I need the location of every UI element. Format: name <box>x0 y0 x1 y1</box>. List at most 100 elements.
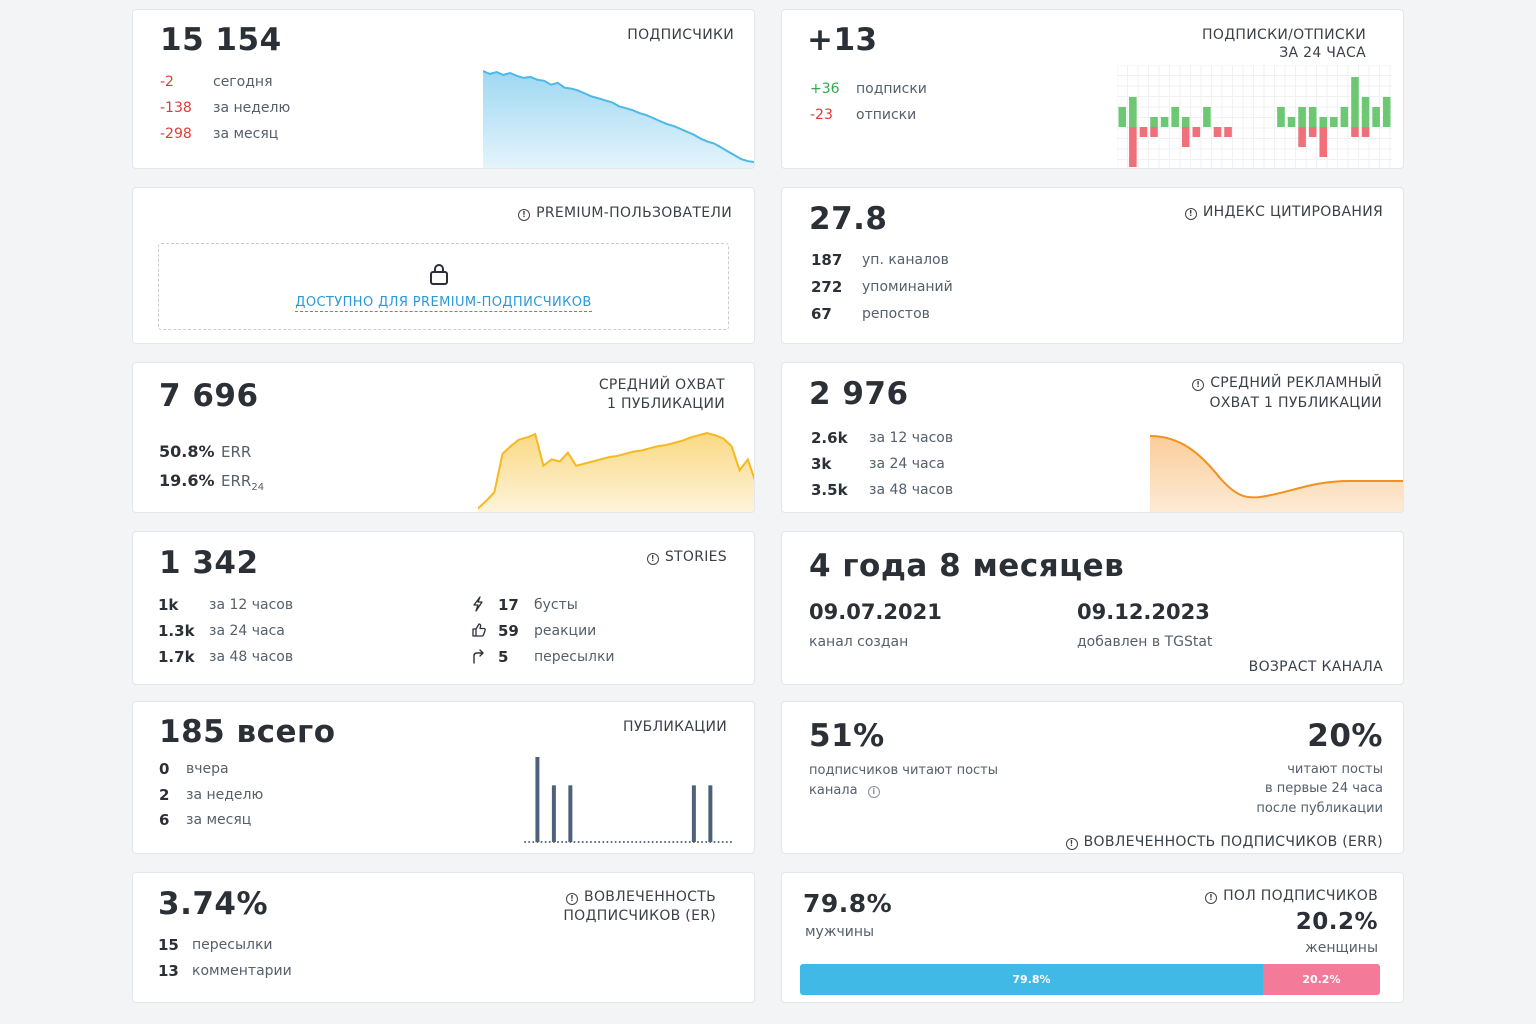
er-forwards-value: 15 <box>158 936 179 954</box>
publications-bar-chart[interactable] <box>523 752 733 847</box>
gender-bar[interactable]: 79.8% 20.2% <box>800 964 1380 995</box>
err-left-line2-text: канала <box>809 783 858 798</box>
gender-title-text: ПОЛ ПОДПИСЧИКОВ <box>1223 888 1378 904</box>
info-icon[interactable]: i <box>867 786 880 798</box>
subscribers-week-label: за неделю <box>213 100 291 116</box>
subs-unsubs-bar-chart[interactable] <box>1117 65 1392 169</box>
publications-dot <box>528 841 531 843</box>
gender-female-label: женщины <box>1305 940 1378 956</box>
info-icon[interactable]: ! <box>518 209 531 221</box>
unsubs-label: отписки <box>856 107 917 123</box>
avg-reach-card[interactable]: 7 696 СРЕДНИЙ ОХВАТ 1 ПУБЛИКАЦИИ 50.8% E… <box>132 362 755 513</box>
subs-value: +36 <box>810 81 840 97</box>
avg-reach-value: 7 696 <box>159 378 259 414</box>
subs-bar <box>1308 107 1317 127</box>
err-left-line2: канала i <box>809 783 886 798</box>
err-value: 50.8% <box>159 442 215 461</box>
citation-card[interactable]: 27.8 ! ИНДЕКС ЦИТИРОВАНИЯ 187 уп. каналов… <box>781 187 1404 344</box>
publications-dot <box>684 841 687 843</box>
publications-dot <box>672 841 675 843</box>
subs-unsubs-title-2: ЗА 24 ЧАСА <box>1279 45 1366 61</box>
info-icon[interactable]: ! <box>566 893 579 905</box>
er-comments-value: 13 <box>158 962 179 980</box>
avg-reach-trend-chart[interactable] <box>478 428 755 513</box>
gender-bar-female[interactable]: 20.2% <box>1262 964 1380 995</box>
publications-dot <box>627 841 629 843</box>
publications-dot <box>524 841 527 843</box>
ad-reach-curve-chart[interactable] <box>1150 433 1404 513</box>
citation-mentions-value: 272 <box>811 278 843 296</box>
publications-week-label: за неделю <box>186 787 264 803</box>
subscribers-month-label: за месяц <box>213 126 279 142</box>
publications-bar <box>708 785 713 842</box>
subs-label: подписки <box>856 81 927 97</box>
unsubs-value: -23 <box>810 107 833 123</box>
publications-dot <box>602 841 605 843</box>
ad-reach-line <box>1150 435 1403 499</box>
stories-24h-label: за 24 часа <box>209 623 285 639</box>
subs-unsubs-card[interactable]: +13 ПОДПИСКИ/ОТПИСКИ ЗА 24 ЧАСА +36 подп… <box>781 9 1404 169</box>
er-title-text: ВОВЛЕЧЕННОСТЬ <box>584 889 716 905</box>
info-icon[interactable]: ! <box>1192 379 1205 391</box>
ad-reach-card[interactable]: 2 976 ! СРЕДНИЙ РЕКЛАМНЫЙ ОХВАТ 1 ПУБЛИКА… <box>781 362 1404 513</box>
publications-dot <box>643 841 646 843</box>
channel-age-title: ВОЗРАСТ КАНАЛА <box>1248 659 1383 675</box>
publications-dot <box>606 841 609 843</box>
unsubs-bar <box>1181 127 1190 147</box>
info-icon[interactable]: ! <box>646 553 659 565</box>
stories-boosts-value: 17 <box>498 596 519 614</box>
gender-title: ! ПОЛ ПОДПИСЧИКОВ <box>1205 888 1378 904</box>
publications-dot <box>697 841 699 843</box>
subs-bar <box>1351 77 1359 127</box>
unsubs-bar <box>1351 127 1359 137</box>
publications-yesterday-value: 0 <box>159 760 170 778</box>
er-forwards-label: пересылки <box>192 937 273 953</box>
channel-age-value: 4 года 8 месяцев <box>809 548 1125 584</box>
stories-reactions-label: реакции <box>534 623 597 639</box>
ad-reach-12h-label: за 12 часов <box>869 430 954 446</box>
publications-dot <box>680 841 683 843</box>
info-icon[interactable]: ! <box>1184 208 1197 220</box>
err24-label: ERR24 <box>221 472 265 493</box>
publications-dot <box>725 841 728 843</box>
er-title-1: ! ВОВЛЕЧЕННОСТЬ <box>566 889 716 905</box>
premium-link[interactable]: ДОСТУПНО ДЛЯ PREMIUM-ПОДПИСЧИКОВ <box>295 295 592 312</box>
gender-card[interactable]: 79.8% мужчины ! ПОЛ ПОДПИСЧИКОВ 20.2% жен… <box>781 872 1404 1003</box>
publications-dot <box>713 841 716 843</box>
publications-week-value: 2 <box>159 786 170 804</box>
publications-dot <box>647 841 650 843</box>
channel-added-date: 09.12.2023 <box>1077 600 1210 624</box>
publications-dot <box>717 841 720 843</box>
publications-dot <box>651 841 654 843</box>
stories-48h-value: 1.7k <box>158 648 195 666</box>
subscribers-card[interactable]: 15 154 ПОДПИСЧИКИ -2 сегодня -138 за нед… <box>132 9 755 169</box>
premium-title-text: PREMIUM-ПОЛЬЗОВАТЕЛИ <box>536 205 732 221</box>
subscribers-trend-chart[interactable] <box>483 65 755 169</box>
ad-reach-title-text: СРЕДНИЙ РЕКЛАМНЫЙ <box>1210 375 1382 391</box>
gender-bar-male[interactable]: 79.8% <box>800 964 1263 995</box>
premium-locked-area: ДОСТУПНО ДЛЯ PREMIUM-ПОДПИСЧИКОВ <box>158 243 729 330</box>
publications-dot <box>557 841 559 843</box>
unsubs-bar <box>1308 127 1317 137</box>
publications-dot <box>631 841 634 843</box>
avg-reach-title-1: СРЕДНИЙ ОХВАТ <box>598 377 725 393</box>
subs-bar <box>1181 117 1190 127</box>
citation-title: ! ИНДЕКС ЦИТИРОВАНИЯ <box>1184 204 1383 220</box>
subscribers-count: 15 154 <box>160 22 282 58</box>
chart-line <box>483 70 754 163</box>
publications-dot <box>598 841 601 843</box>
err-title-text: ВОВЛЕЧЕННОСТЬ ПОДПИСЧИКОВ (ERR) <box>1083 834 1383 850</box>
info-icon[interactable]: ! <box>1205 892 1218 904</box>
channel-created-label: канал создан <box>809 634 909 650</box>
subs-bar <box>1118 107 1127 127</box>
stories-forwards-value: 5 <box>498 648 509 666</box>
stories-card[interactable]: 1 342 ! STORIES 1k за 12 часов 1.3k за 24… <box>132 531 755 685</box>
publications-dot <box>664 841 667 843</box>
ad-reach-value: 2 976 <box>809 376 909 412</box>
publications-card[interactable]: 185 всего ПУБЛИКАЦИИ 0 вчера 2 за неделю… <box>132 701 755 854</box>
publications-dot <box>668 841 671 843</box>
publications-dot <box>589 841 592 843</box>
publications-dot <box>565 841 568 843</box>
gender-female-value: 20.2% <box>1295 909 1378 935</box>
info-icon[interactable]: ! <box>1065 838 1078 850</box>
